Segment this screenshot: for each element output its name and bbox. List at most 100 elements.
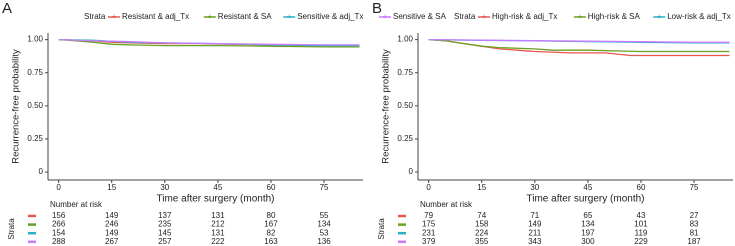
risk-count: 224 <box>475 228 489 237</box>
legend-label: High-risk & SA <box>588 12 641 21</box>
survival-curve <box>428 38 730 53</box>
legend-marker: + <box>207 12 212 21</box>
x-tick-label: 0 <box>426 183 431 192</box>
x-tick-label: 15 <box>107 183 116 192</box>
risk-count: 379 <box>422 237 436 246</box>
y-tick-label: 0.50 <box>397 101 413 110</box>
risk-count: 300 <box>581 237 595 246</box>
y-tick-label: 1.00 <box>397 35 413 44</box>
risk-title: Number at risk <box>420 200 473 209</box>
legend-label: High-risk & adj_Tx <box>492 12 557 21</box>
legend-marker: + <box>577 12 582 21</box>
risk-count: 53 <box>320 228 329 237</box>
risk-count: 257 <box>158 237 172 246</box>
legend-label: Resistant & SA <box>218 12 272 21</box>
risk-count: 149 <box>528 220 542 229</box>
risk-count: 197 <box>581 228 595 237</box>
y-tick-label: 0.25 <box>27 134 43 143</box>
x-tick-label: 15 <box>477 183 486 192</box>
y-axis-title: Recurrence-free probability <box>381 49 392 164</box>
x-tick-label: 75 <box>690 183 699 192</box>
x-tick-label: 30 <box>160 183 169 192</box>
risk-count: 101 <box>634 220 648 229</box>
risk-count: 80 <box>267 211 276 220</box>
risk-count: 167 <box>264 220 278 229</box>
risk-count: 175 <box>422 220 436 229</box>
risk-count: 74 <box>477 211 486 220</box>
y-tick-label: 0 <box>409 167 414 176</box>
y-tick-label: 1.00 <box>27 35 43 44</box>
legend-marker: + <box>657 12 662 21</box>
y-tick-label: 0 <box>39 167 44 176</box>
x-tick-label: 45 <box>583 183 592 192</box>
x-tick-label: 0 <box>56 183 61 192</box>
risk-count: 131 <box>211 211 225 220</box>
risk-count: 81 <box>690 228 699 237</box>
risk-count: 212 <box>211 220 225 229</box>
y-axis-title: Recurrence-free probability <box>11 49 22 164</box>
survival-curve <box>428 38 730 43</box>
risk-count: 27 <box>690 211 699 220</box>
legend-label: Low-risk & adj_Tx <box>667 12 731 21</box>
y-tick-label: 0.75 <box>27 68 43 77</box>
risk-count: 134 <box>581 220 595 229</box>
risk-count: 235 <box>158 220 172 229</box>
risk-count: 246 <box>105 220 119 229</box>
risk-count: 343 <box>528 237 542 246</box>
risk-count: 187 <box>687 237 701 246</box>
risk-count: 136 <box>317 237 331 246</box>
x-tick-label: 60 <box>267 183 276 192</box>
risk-count: 163 <box>264 237 278 246</box>
risk-count: 231 <box>422 228 436 237</box>
legend-title: Strata <box>454 12 476 21</box>
risk-count: 82 <box>267 228 276 237</box>
risk-count: 222 <box>211 237 225 246</box>
risk-count: 145 <box>158 228 172 237</box>
risk-axis-label: Strata <box>7 218 16 240</box>
y-tick-label: 0.25 <box>397 134 413 143</box>
risk-count: 211 <box>528 228 541 237</box>
risk-count: 355 <box>475 237 489 246</box>
panel-letter: B <box>372 0 382 17</box>
legend-label: Resistant & adj_Tx <box>122 12 189 21</box>
legend-marker: + <box>383 12 388 21</box>
legend-marker: + <box>287 12 292 21</box>
panel: B 0 0.25 0.50 0.75 1.00 0 15 30 45 60 75 Time after … <box>372 0 733 246</box>
x-tick-label: 60 <box>637 183 646 192</box>
risk-count: 119 <box>635 228 648 237</box>
x-axis-title: Time after surgery (month) <box>527 194 645 205</box>
risk-count: 288 <box>52 237 66 246</box>
risk-count: 43 <box>637 211 646 220</box>
risk-count: 229 <box>634 237 648 246</box>
survival-curve <box>58 38 360 48</box>
risk-count: 137 <box>158 211 172 220</box>
risk-count: 71 <box>530 211 539 220</box>
risk-count: 131 <box>211 228 225 237</box>
risk-count: 149 <box>105 228 119 237</box>
x-tick-label: 75 <box>320 183 329 192</box>
risk-count: 79 <box>424 211 433 220</box>
legend-title: Strata <box>84 12 106 21</box>
risk-count: 149 <box>105 211 119 220</box>
risk-count: 266 <box>52 220 66 229</box>
risk-title: Number at risk <box>50 200 103 209</box>
legend-marker: + <box>112 12 117 21</box>
risk-count: 156 <box>52 211 66 220</box>
y-tick-label: 0.50 <box>27 101 43 110</box>
risk-count: 55 <box>320 211 329 220</box>
legend-label: Sensitive & SA <box>393 12 447 21</box>
risk-count: 158 <box>475 220 489 229</box>
x-tick-label: 45 <box>213 183 222 192</box>
risk-count: 83 <box>690 220 699 229</box>
x-axis-title: Time after surgery (month) <box>157 194 275 205</box>
survival-curve <box>58 38 360 46</box>
risk-count: 154 <box>52 228 66 237</box>
x-tick-label: 30 <box>530 183 539 192</box>
risk-axis-label: Strata <box>377 218 386 240</box>
risk-count: 134 <box>317 220 331 229</box>
y-tick-label: 0.75 <box>397 68 413 77</box>
legend-label: Sensitive & adj_Tx <box>297 12 363 21</box>
panel: A 0 0.25 0.50 0.75 1.00 0 15 30 45 60 75 Time after … <box>2 0 447 246</box>
legend-marker: + <box>482 12 487 21</box>
